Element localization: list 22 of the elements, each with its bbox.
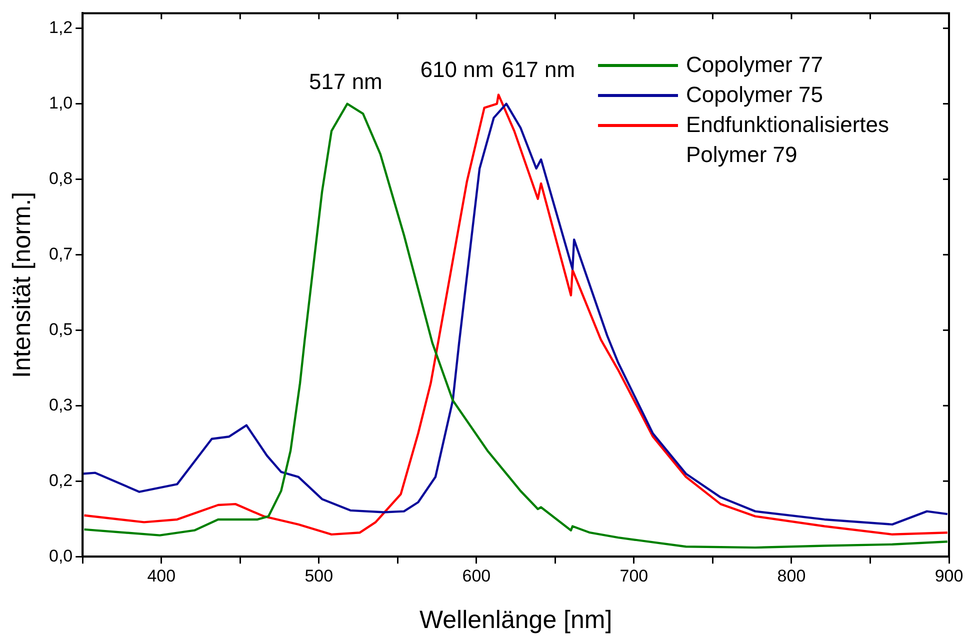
x-tick-label: 500 <box>304 566 334 586</box>
annotation: 610 nm <box>420 56 494 82</box>
annotation: 617 nm <box>502 56 576 82</box>
legend-label: Copolymer 75 <box>686 81 823 109</box>
y-tick-label: 1,0 <box>48 93 73 112</box>
x-tick-label: 600 <box>462 566 491 586</box>
x-tick-label: 400 <box>147 566 176 586</box>
y-tick-label: 0,8 <box>48 168 73 188</box>
y-tick-label: 0,3 <box>48 395 73 414</box>
x-tick-label: 700 <box>620 566 648 586</box>
y-axis-title: Intensität [norm.] <box>8 192 36 378</box>
y-tick-label: 0,2 <box>48 470 73 490</box>
annotation: 517 nm <box>309 68 382 94</box>
x-axis-title: Wellenlänge [nm] <box>419 606 612 634</box>
y-tick-label: 0,7 <box>48 244 73 264</box>
y-tick-label: 1,2 <box>48 18 73 37</box>
x-tick-label: 800 <box>777 566 806 586</box>
y-tick-label: 0,0 <box>48 546 73 566</box>
x-tick-label: 900 <box>934 566 964 586</box>
legend-label: Copolymer 77 <box>686 51 823 79</box>
legend-label: Endfunktionalisiertes Polymer 79 <box>686 111 890 169</box>
y-tick-label: 0,5 <box>48 320 73 339</box>
